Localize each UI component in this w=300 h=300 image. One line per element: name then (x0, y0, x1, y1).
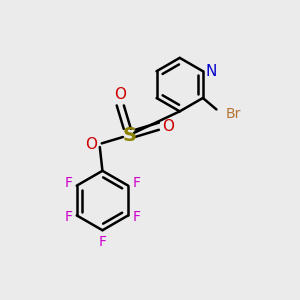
Text: O: O (163, 119, 175, 134)
Text: Br: Br (225, 107, 241, 121)
Text: F: F (133, 176, 141, 190)
Text: O: O (85, 136, 97, 152)
Text: F: F (64, 176, 72, 190)
Text: F: F (64, 210, 72, 224)
Text: F: F (133, 210, 141, 224)
Text: N: N (205, 64, 217, 79)
Text: F: F (98, 235, 106, 249)
Text: O: O (114, 87, 126, 102)
Text: S: S (122, 126, 136, 145)
